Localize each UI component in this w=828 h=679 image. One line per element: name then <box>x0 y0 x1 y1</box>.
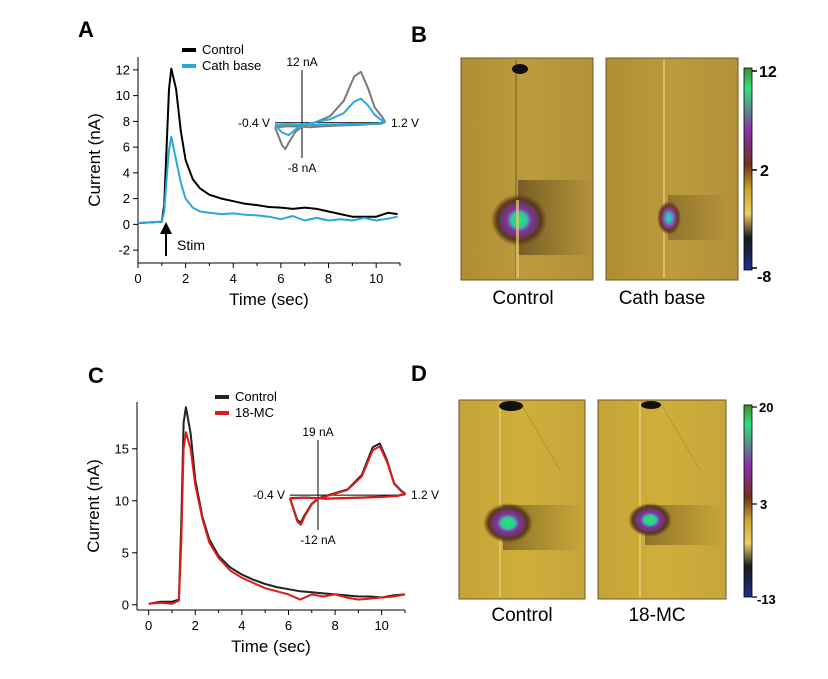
x-tick-label: 2 <box>192 618 199 633</box>
dark-spot <box>641 401 661 409</box>
y-tick-label: 15 <box>115 441 129 456</box>
y-tick-label: 2 <box>123 191 130 206</box>
caption-cath-base: Cath base <box>619 288 706 309</box>
x-tick-label: 8 <box>331 618 338 633</box>
y-tick-label: 8 <box>123 114 130 129</box>
x-tick-label: 8 <box>325 271 332 286</box>
colorbar-b: 12 2 -8 <box>743 64 777 286</box>
inset-series-line-1 <box>274 97 386 137</box>
colorbar-mid-label: 3 <box>760 497 767 512</box>
y-axis-title: Current (nA) <box>85 113 104 207</box>
series-line-0 <box>137 67 398 225</box>
x-tick-label: 2 <box>182 271 189 286</box>
panel-b: B 12 2 -8 Control Cath base <box>411 22 777 309</box>
caption-18-mc: 18-MC <box>628 605 685 626</box>
panel-letter-a: A <box>78 17 94 42</box>
inset-top-label: 19 nA <box>302 425 333 439</box>
inset-left-label: -0.4 V <box>253 488 285 502</box>
colorplot-18-mc <box>597 399 727 600</box>
stim-arrowhead-icon <box>160 222 172 234</box>
panel-a-inset: 12 nA -8 nA -0.4 V 1.2 V <box>238 55 419 175</box>
colorplot-control-d <box>458 399 586 600</box>
inset-bottom-label: -12 nA <box>300 533 335 547</box>
panel-letter-d: D <box>411 361 427 386</box>
inset-right-label: 1.2 V <box>391 116 419 130</box>
y-axis-title: Current (nA) <box>84 459 103 553</box>
panel-letter-c: C <box>88 363 104 388</box>
series-line-1 <box>137 135 398 225</box>
legend-label: Cath base <box>202 58 261 73</box>
inset-series-line-1 <box>289 445 406 526</box>
panel-a: A 0 2 4 6 8 10 -2 0 2 4 6 8 10 12 Time (sec) Current (n… <box>78 17 419 309</box>
x-tick-label: 0 <box>145 618 152 633</box>
y-tick-label: 5 <box>122 545 129 560</box>
dark-spot <box>499 401 523 411</box>
series-line-1 <box>148 431 406 605</box>
panel-c-inset: 19 nA -12 nA -0.4 V 1.2 V <box>253 425 439 547</box>
y-tick-label: 10 <box>115 493 129 508</box>
dark-spot <box>512 64 528 74</box>
caption-control-b: Control <box>492 288 553 309</box>
stim-annotation: Stim <box>160 222 205 256</box>
x-tick-label: 4 <box>230 271 237 286</box>
y-tick-label: 12 <box>116 62 130 77</box>
legend-label: 18-MC <box>235 405 274 420</box>
colorbar-d: 20 3 -13 <box>743 400 776 607</box>
panel-c-series <box>148 406 406 605</box>
x-axis-title: Time (sec) <box>229 290 309 309</box>
caption-control-d: Control <box>491 605 552 626</box>
x-tick-label: 4 <box>238 618 245 633</box>
inset-series-line-0 <box>274 70 386 151</box>
inset-right-label: 1.2 V <box>411 488 439 502</box>
x-tick-label: 10 <box>369 271 383 286</box>
colorbar-mid-label: 2 <box>760 163 769 180</box>
y-tick-label: 0 <box>123 217 130 232</box>
panel-c-axes: 0 2 4 6 8 10 0 5 10 15 Time (sec) Current (nA) <box>84 402 406 656</box>
inset-bottom-label: -8 nA <box>288 161 317 175</box>
colorbar-max-label: 20 <box>759 400 773 415</box>
x-tick-label: 10 <box>374 618 388 633</box>
x-tick-label: 6 <box>277 271 284 286</box>
colorbar-min-label: -8 <box>757 269 771 286</box>
inset-left-label: -0.4 V <box>238 116 270 130</box>
panel-d: D 20 3 -13 Control <box>411 361 776 626</box>
x-axis-title: Time (sec) <box>231 637 311 656</box>
legend-label: Control <box>202 42 244 57</box>
y-tick-label: 4 <box>123 165 130 180</box>
panel-a-series <box>137 67 398 225</box>
inset-top-label: 12 nA <box>286 55 317 69</box>
panel-a-axes: 0 2 4 6 8 10 -2 0 2 4 6 8 10 12 Time (sec) Current (nA) <box>85 57 401 309</box>
x-tick-label: 6 <box>285 618 292 633</box>
colorplot-cath-base <box>605 57 739 281</box>
y-tick-label: 6 <box>123 140 130 155</box>
panel-letter-b: B <box>411 22 427 47</box>
legend-label: Control <box>235 389 277 404</box>
y-tick-label: -2 <box>118 243 130 258</box>
colorbar-min-label: -13 <box>757 592 776 607</box>
y-tick-label: 10 <box>116 88 130 103</box>
x-tick-label: 0 <box>134 271 141 286</box>
panel-c: C 0 2 4 6 8 10 0 5 10 15 Time (sec) Current (nA) Co… <box>84 363 439 656</box>
y-tick-label: 0 <box>122 597 129 612</box>
stim-label: Stim <box>177 237 205 253</box>
colorbar-max-label: 12 <box>759 64 777 81</box>
colorplot-control-b <box>460 57 594 281</box>
